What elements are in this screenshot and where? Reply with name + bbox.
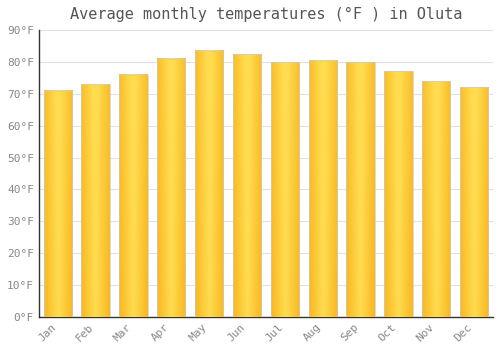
Bar [422,81,450,317]
Bar [157,59,186,317]
Bar [195,51,224,317]
Bar [270,62,299,317]
Title: Average monthly temperatures (°F ) in Oluta: Average monthly temperatures (°F ) in Ol… [70,7,462,22]
Bar [119,75,148,317]
Bar [308,60,337,317]
Bar [346,62,375,317]
Bar [460,88,488,317]
Bar [44,91,72,317]
Bar [233,54,261,317]
Bar [384,71,412,317]
Bar [82,84,110,317]
